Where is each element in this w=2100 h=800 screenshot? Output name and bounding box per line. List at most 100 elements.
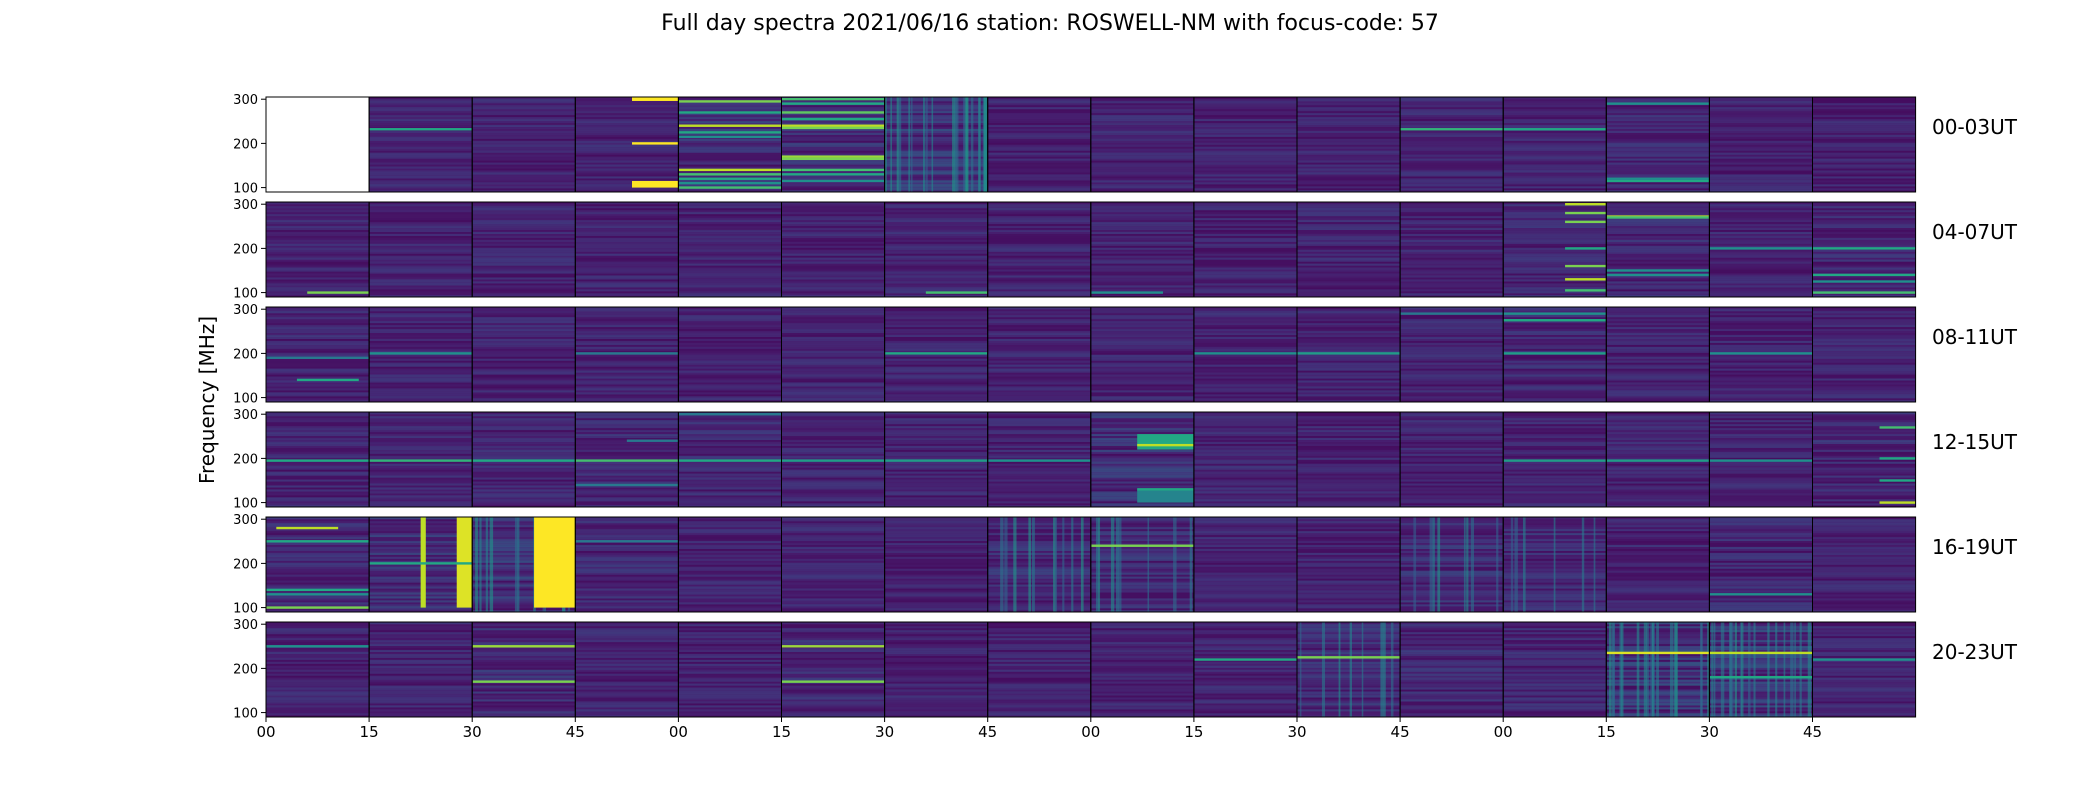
noise-band bbox=[1193, 485, 1297, 488]
noise-band bbox=[1090, 677, 1194, 680]
noise-band bbox=[1193, 536, 1297, 540]
noise-band bbox=[1503, 170, 1607, 173]
noise-band bbox=[1090, 146, 1194, 149]
noise-band bbox=[1090, 693, 1194, 696]
noise-band bbox=[1400, 701, 1504, 704]
noise-band bbox=[1090, 235, 1194, 238]
noise-band bbox=[678, 520, 782, 524]
noise-band bbox=[987, 140, 1091, 143]
noise-band bbox=[472, 659, 576, 662]
noise-band bbox=[678, 562, 782, 565]
noise-band bbox=[472, 172, 576, 175]
noise-band bbox=[1606, 255, 1710, 258]
noise-band bbox=[369, 285, 473, 288]
interference-line bbox=[781, 111, 885, 114]
noise-band bbox=[1606, 114, 1710, 118]
noise-band bbox=[1297, 130, 1401, 133]
time-streak bbox=[1000, 517, 1004, 612]
noise-band bbox=[1297, 463, 1401, 466]
noise-band bbox=[369, 190, 473, 193]
noise-band bbox=[266, 445, 370, 448]
noise-band bbox=[472, 211, 576, 215]
noise-band bbox=[781, 570, 885, 573]
noise-band bbox=[1812, 449, 1916, 452]
noise-band bbox=[369, 116, 473, 120]
noise-band bbox=[1606, 217, 1710, 221]
noise-band bbox=[575, 703, 679, 706]
noise-band bbox=[781, 653, 885, 656]
noise-band bbox=[369, 622, 473, 625]
noise-band bbox=[1503, 342, 1607, 345]
noise-band bbox=[1297, 227, 1401, 231]
interference-line bbox=[1400, 312, 1504, 315]
noise-band bbox=[987, 346, 1091, 349]
noise-band bbox=[266, 412, 370, 415]
noise-band bbox=[1503, 362, 1607, 365]
noise-band bbox=[884, 265, 988, 268]
noise-band bbox=[1193, 685, 1297, 688]
noise-band bbox=[1400, 354, 1504, 357]
noise-band bbox=[1297, 554, 1401, 557]
noise-band bbox=[987, 627, 1091, 631]
noise-band bbox=[987, 128, 1091, 131]
noise-band bbox=[1812, 307, 1916, 310]
noise-band bbox=[1606, 174, 1710, 177]
noise-band bbox=[1297, 356, 1401, 359]
noise-band bbox=[987, 332, 1091, 336]
noise-band bbox=[884, 550, 988, 553]
noise-band bbox=[678, 287, 782, 290]
noise-band bbox=[1709, 518, 1813, 522]
noise-band bbox=[1400, 316, 1504, 320]
noise-band bbox=[1297, 178, 1401, 181]
noise-band bbox=[1400, 417, 1504, 421]
noise-band bbox=[472, 673, 576, 676]
noise-band bbox=[1400, 229, 1504, 233]
noise-band bbox=[1090, 679, 1194, 682]
noise-band bbox=[884, 322, 988, 326]
noise-band bbox=[1297, 124, 1401, 128]
noise-band bbox=[369, 493, 473, 496]
interference-line bbox=[472, 645, 576, 648]
interference-line bbox=[678, 173, 782, 176]
noise-band bbox=[1606, 580, 1710, 583]
noise-band bbox=[369, 136, 473, 139]
noise-band bbox=[1812, 608, 1916, 611]
noise-band bbox=[1606, 98, 1710, 102]
noise-band bbox=[1090, 241, 1194, 244]
noise-band bbox=[1090, 358, 1194, 361]
noise-band bbox=[472, 524, 576, 528]
interference-line bbox=[1606, 273, 1710, 277]
noise-band bbox=[781, 287, 885, 290]
noise-band bbox=[1812, 295, 1916, 298]
noise-band bbox=[884, 580, 988, 583]
noise-band bbox=[472, 582, 576, 585]
spectrum-panel bbox=[1400, 517, 1504, 613]
noise-band bbox=[472, 239, 576, 242]
noise-band bbox=[266, 578, 370, 581]
noise-band bbox=[575, 368, 679, 371]
noise-band bbox=[472, 283, 576, 286]
noise-band bbox=[678, 699, 782, 702]
noise-band bbox=[266, 623, 370, 627]
noise-band bbox=[781, 639, 885, 643]
noise-band bbox=[1812, 459, 1916, 462]
noise-band bbox=[678, 243, 782, 246]
noise-band bbox=[369, 310, 473, 314]
interference-line bbox=[1606, 216, 1710, 219]
noise-band bbox=[472, 168, 576, 171]
noise-band bbox=[575, 643, 679, 647]
noise-band bbox=[884, 261, 988, 264]
noise-band bbox=[1812, 112, 1916, 116]
noise-band bbox=[1606, 443, 1710, 446]
noise-band bbox=[884, 629, 988, 633]
noise-band bbox=[1090, 257, 1194, 260]
noise-band bbox=[1400, 332, 1504, 336]
noise-band bbox=[1090, 590, 1194, 593]
noise-band bbox=[1606, 415, 1710, 419]
noise-band bbox=[1090, 352, 1194, 355]
noise-band bbox=[1812, 97, 1916, 100]
spectrum-panel bbox=[266, 97, 370, 192]
noise-band bbox=[781, 312, 885, 316]
noise-band bbox=[575, 291, 679, 294]
noise-band bbox=[1400, 372, 1504, 375]
